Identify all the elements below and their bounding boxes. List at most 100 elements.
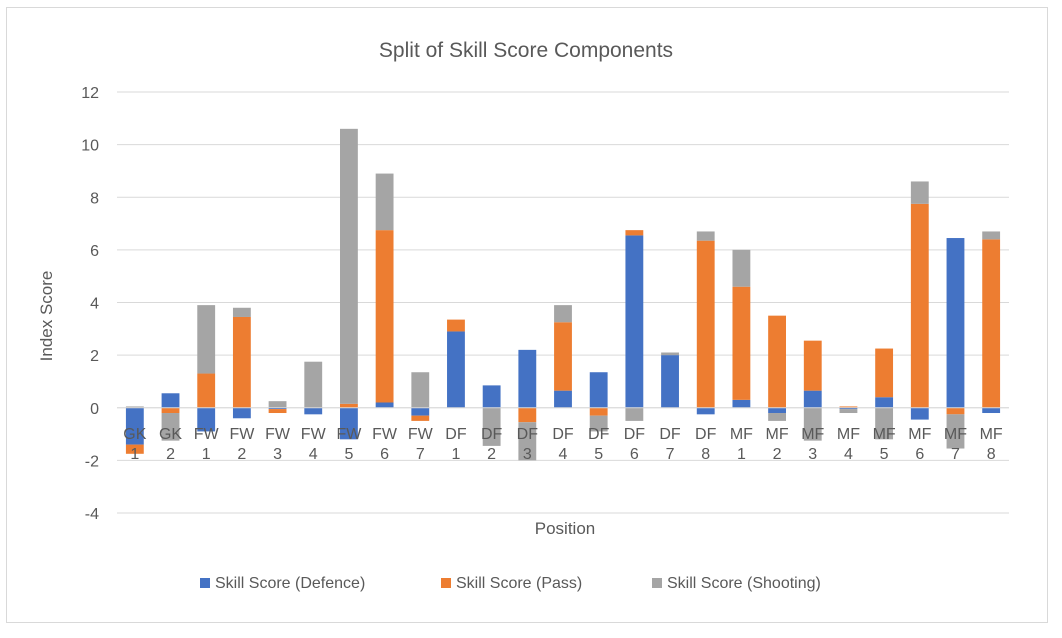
x-tick-label: MF 8 — [980, 426, 1003, 463]
bar-skill-score-shooting--6 — [340, 128, 358, 404]
x-tick-label: GK 1 — [123, 426, 146, 463]
y-tick-label: 4 — [90, 296, 99, 313]
bar-skill-score-defence--11 — [518, 349, 537, 408]
bar-skill-score-defence--24 — [982, 407, 1001, 414]
legend-label-0: Skill Score (Defence) — [215, 575, 365, 592]
bar-skill-score-defence--7 — [375, 402, 394, 408]
bar-skill-score-shooting--4 — [268, 401, 287, 408]
x-tick-label: GK 2 — [159, 426, 182, 463]
x-tick-label: DF 6 — [624, 426, 646, 463]
x-tick-label: FW 7 — [408, 426, 434, 463]
bar-skill-score-defence--2 — [197, 407, 216, 432]
bar-skill-score-pass--17 — [732, 286, 751, 400]
x-tick-label: MF 6 — [908, 426, 931, 463]
x-tick-label: DF 8 — [695, 426, 717, 463]
y-tick-label: 2 — [90, 348, 99, 365]
bar-skill-score-defence--9 — [447, 331, 465, 408]
chart-title: Split of Skill Score Components — [379, 39, 673, 62]
x-tick-label: MF 3 — [801, 426, 824, 463]
x-tick-label: MF 7 — [944, 426, 967, 463]
bar-skill-score-pass--24 — [982, 239, 1001, 408]
bar-skill-score-defence--1 — [161, 393, 180, 408]
bar-skill-score-defence--13 — [589, 372, 608, 408]
bar-skill-score-pass--0 — [125, 444, 144, 454]
bar-skill-score-pass--14 — [625, 230, 644, 236]
x-tick-label: MF 5 — [873, 426, 896, 463]
bar-skill-score-shooting--15 — [661, 352, 679, 356]
bar-skill-score-shooting--12 — [554, 305, 572, 323]
bar-skill-score-shooting--22 — [910, 181, 929, 204]
x-tick-label: DF 1 — [445, 426, 467, 463]
bar-skill-score-defence--0 — [125, 407, 144, 445]
x-tick-label: MF 1 — [730, 426, 753, 463]
x-tick-label: FW 4 — [301, 426, 327, 463]
x-tick-label: FW 1 — [194, 426, 220, 463]
y-axis-title: Index Score — [37, 271, 56, 362]
bar-skill-score-pass--11 — [518, 407, 537, 423]
bar-skill-score-shooting--10 — [482, 407, 501, 446]
bar-skill-score-shooting--24 — [982, 231, 1001, 240]
bar-skill-score-defence--15 — [661, 355, 679, 408]
y-tick-label: 10 — [81, 138, 99, 155]
bar-skill-score-shooting--1 — [161, 413, 180, 441]
bar-skill-score-shooting--23 — [946, 414, 965, 449]
bar-skill-score-pass--7 — [375, 230, 394, 403]
chart-frame — [6, 7, 1048, 623]
bar-skill-score-pass--2 — [197, 373, 216, 408]
x-tick-label: FW 5 — [336, 426, 362, 463]
bar-skill-score-shooting--2 — [197, 305, 216, 374]
y-tick-label: -2 — [85, 453, 99, 470]
bar-skill-score-defence--4 — [268, 407, 287, 410]
bar-skill-score-shooting--5 — [304, 361, 323, 408]
x-tick-label: FW 3 — [265, 426, 291, 463]
bar-skill-score-shooting--14 — [625, 407, 644, 421]
bar-skill-score-pass--22 — [910, 203, 929, 408]
y-tick-label: 6 — [90, 243, 99, 260]
x-tick-label: DF 7 — [659, 426, 681, 463]
bar-skill-score-defence--16 — [696, 407, 715, 415]
legend-swatch-0 — [200, 578, 210, 588]
bar-skill-score-pass--8 — [411, 415, 430, 421]
bar-skill-score-defence--12 — [554, 390, 572, 408]
y-tick-label: 12 — [81, 85, 99, 102]
bar-skill-score-defence--14 — [625, 235, 644, 408]
bar-skill-score-shooting--16 — [696, 231, 715, 241]
x-tick-label: MF 4 — [837, 426, 860, 463]
bar-skill-score-defence--19 — [803, 390, 822, 408]
bar-skill-score-pass--12 — [554, 322, 572, 391]
bar-skill-score-pass--19 — [803, 340, 822, 391]
x-tick-label: DF 3 — [517, 426, 539, 463]
bar-skill-score-shooting--3 — [232, 307, 251, 317]
bar-skill-score-shooting--11 — [518, 422, 537, 461]
bar-skill-score-pass--4 — [268, 409, 287, 414]
x-tick-label: MF 2 — [766, 426, 789, 463]
bar-skill-score-pass--3 — [232, 316, 251, 408]
bar-skill-score-defence--6 — [340, 407, 358, 440]
bar-skill-score-defence--22 — [910, 407, 929, 420]
bar-skill-score-defence--20 — [839, 407, 858, 410]
bar-skill-score-shooting--19 — [803, 407, 822, 441]
bar-skill-score-defence--21 — [875, 397, 894, 408]
x-tick-label: DF 5 — [588, 426, 610, 463]
bar-skill-score-pass--13 — [589, 407, 608, 416]
bar-skill-score-shooting--21 — [875, 407, 894, 440]
bar-skill-score-pass--6 — [340, 403, 358, 408]
bar-skill-score-defence--18 — [768, 407, 786, 414]
legend-label-2: Skill Score (Shooting) — [667, 575, 821, 592]
x-tick-label: DF 2 — [481, 426, 503, 463]
bar-skill-score-defence--5 — [304, 407, 323, 415]
y-tick-label: -4 — [85, 506, 99, 523]
bar-skill-score-shooting--13 — [589, 415, 608, 432]
bar-skill-score-pass--1 — [161, 407, 180, 414]
bar-skill-score-shooting--17 — [732, 249, 751, 287]
x-axis-title: Position — [535, 519, 595, 538]
bar-skill-score-shooting--8 — [411, 372, 430, 408]
bar-skill-score-defence--17 — [732, 399, 751, 408]
bar-skill-score-shooting--20 — [839, 409, 858, 414]
legend-swatch-1 — [441, 578, 451, 588]
legend-swatch-2 — [652, 578, 662, 588]
x-tick-label: DF 4 — [552, 426, 574, 463]
bar-skill-score-defence--10 — [482, 385, 501, 408]
bar-skill-score-pass--16 — [696, 240, 715, 408]
